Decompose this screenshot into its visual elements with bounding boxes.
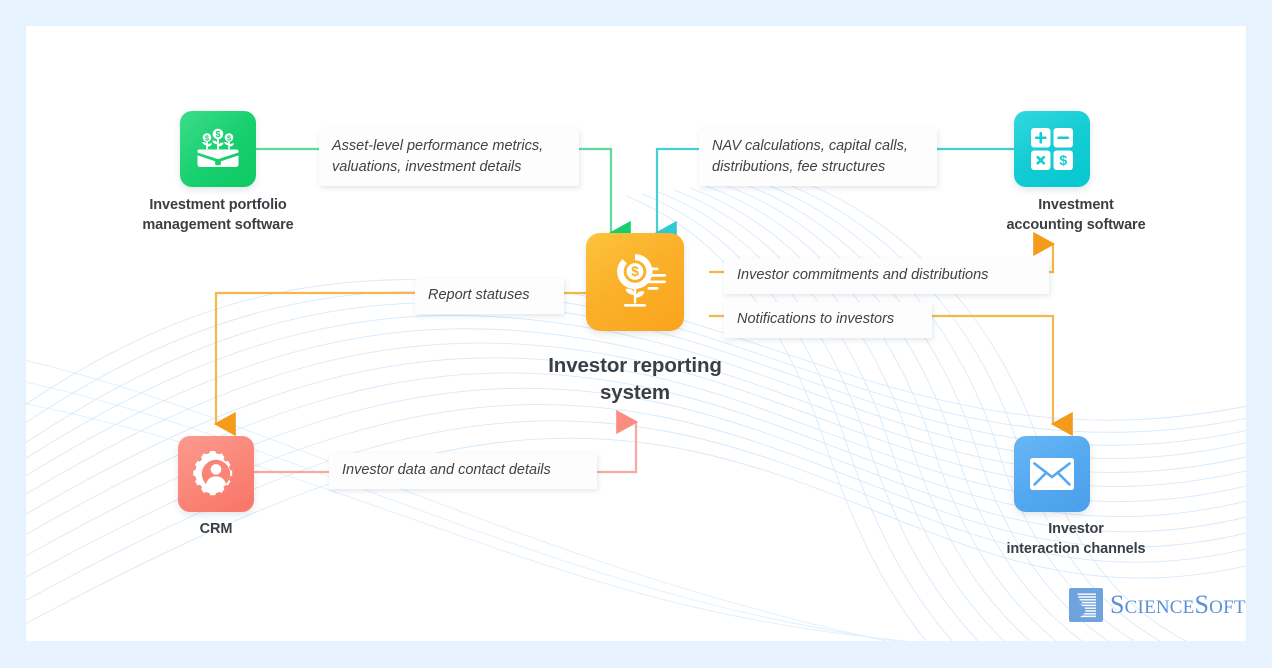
- edge-label-asset-level-performance-metrics: Asset-level performance metrics, valuati…: [319, 129, 579, 187]
- node-investment-accounting-software[interactable]: $: [1014, 111, 1090, 187]
- edge-label-nav-calculations: NAV calculations, capital calls, distrib…: [699, 129, 937, 187]
- logo-letters-cience: CIENCE: [1124, 597, 1195, 618]
- svg-text:$: $: [1059, 152, 1067, 168]
- pie-chart-money-plant-icon: $: [617, 254, 666, 307]
- calculator-icon: $: [1031, 128, 1073, 170]
- sciencesoft-logo[interactable]: SCIENCESOFT: [1069, 588, 1246, 622]
- edge-label-report-statuses: Report statuses: [415, 278, 564, 315]
- diagram-panel: $ $ $ Investment portfolio management so…: [26, 26, 1246, 641]
- logo-letter-s1: S: [1110, 590, 1125, 619]
- svg-text:$: $: [631, 263, 639, 279]
- sciencesoft-wave-mark-icon: [1069, 588, 1103, 622]
- gear-user-icon: [193, 451, 233, 496]
- edge-label-notifications-to-investors: Notifications to investors: [724, 302, 932, 339]
- caption-investor-interaction-channels: Investor interaction channels: [1006, 521, 1146, 557]
- caption-investment-portfolio-management-software: Investment portfolio management software: [142, 197, 294, 233]
- svg-text:$: $: [227, 133, 231, 142]
- node-crm[interactable]: [178, 436, 254, 512]
- caption-investment-accounting-software: Investment accounting software: [1006, 197, 1146, 233]
- node-investment-portfolio-management-software[interactable]: $ $ $: [180, 111, 256, 187]
- logo-letters-oft: OFT: [1209, 597, 1246, 618]
- node-investor-interaction-channels[interactable]: [1014, 436, 1090, 512]
- svg-text:$: $: [205, 133, 209, 142]
- money-plants-briefcase-icon: $ $ $: [197, 128, 239, 167]
- node-investor-reporting-system[interactable]: $: [586, 233, 684, 331]
- edge-label-investor-data-and-contact-details: Investor data and contact details: [329, 453, 597, 490]
- logo-letter-s2: S: [1194, 590, 1210, 619]
- sciencesoft-wordmark: SCIENCESOFT: [1110, 590, 1246, 620]
- edge-label-investor-commitments-and-distributions: Investor commitments and distributions: [724, 258, 1049, 295]
- caption-investor-reporting-system: Investor reporting system: [548, 354, 722, 405]
- envelope-icon: [1030, 458, 1074, 490]
- svg-text:$: $: [216, 129, 221, 139]
- caption-crm: CRM: [199, 521, 233, 537]
